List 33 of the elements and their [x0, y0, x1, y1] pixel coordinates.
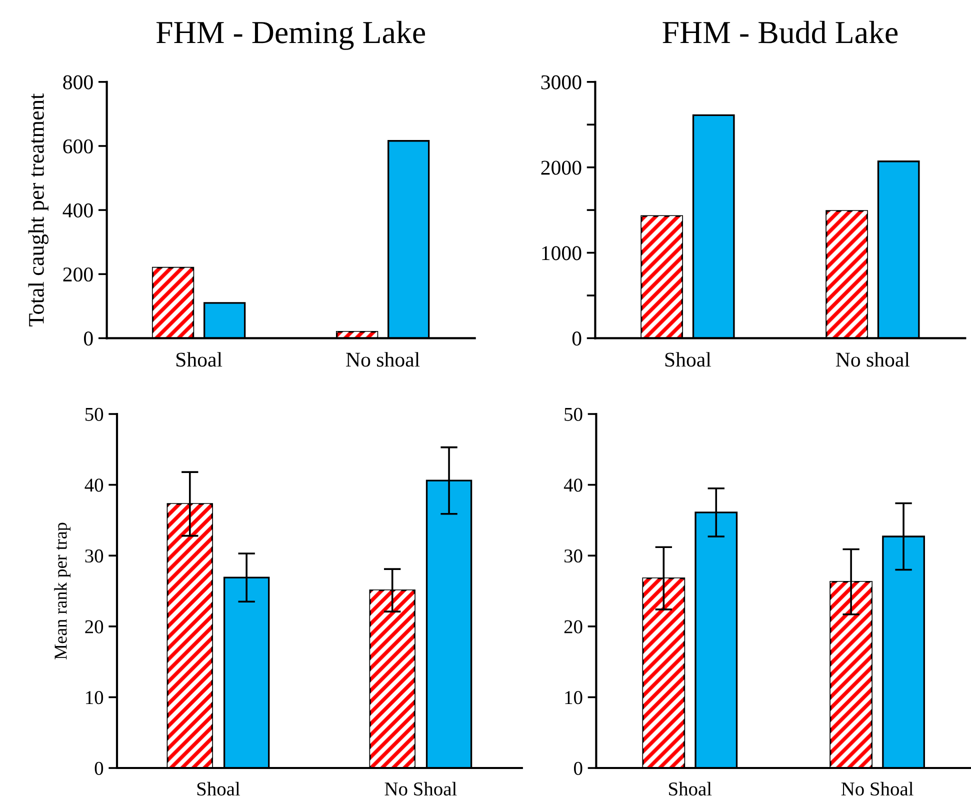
- x-tick-label: No shoal: [346, 352, 420, 367]
- y-tick-label: 30: [85, 549, 104, 563]
- x-tick-label: Shoal: [197, 782, 240, 796]
- y-tick-label: 0: [94, 762, 104, 775]
- chart-title: FHM - Deming Lake: [156, 20, 426, 50]
- y-tick-label: 50: [85, 408, 104, 421]
- y-tick-label: 30: [564, 549, 582, 563]
- x-tick-label: No Shoal: [384, 782, 457, 796]
- y-tick-label: 20: [85, 620, 104, 634]
- y-tick-label: 10: [565, 691, 582, 704]
- y-tick-label: 3000: [541, 75, 582, 90]
- y-tick-label: 400: [62, 203, 93, 218]
- y-tick-label: 2000: [541, 160, 582, 175]
- x-tick-label: Shoal: [669, 782, 712, 796]
- y-axis-title: Mean rank per trap: [54, 522, 70, 660]
- y-tick-label: 800: [63, 75, 93, 90]
- x-tick-label: No Shoal: [841, 782, 914, 796]
- y-tick-label: 40: [564, 478, 582, 492]
- x-tick-label: Shoal: [665, 352, 712, 367]
- y-tick-label: 0: [84, 332, 93, 346]
- y-tick-label: 0: [574, 762, 582, 775]
- y-tick-label: 200: [63, 267, 93, 282]
- y-axis-title: Total caught per treatment: [28, 93, 48, 326]
- y-tick-label: 40: [84, 478, 104, 492]
- x-tick-label: No shoal: [836, 352, 910, 367]
- chart-title: FHM - Budd Lake: [662, 20, 898, 44]
- y-tick-label: 20: [564, 620, 582, 634]
- y-tick-label: 10: [86, 691, 104, 704]
- y-tick-label: 0: [572, 332, 582, 346]
- y-tick-label: 1000: [542, 246, 582, 260]
- y-tick-label: 600: [63, 139, 93, 154]
- x-tick-label: Shoal: [176, 352, 222, 367]
- y-tick-label: 50: [564, 408, 582, 421]
